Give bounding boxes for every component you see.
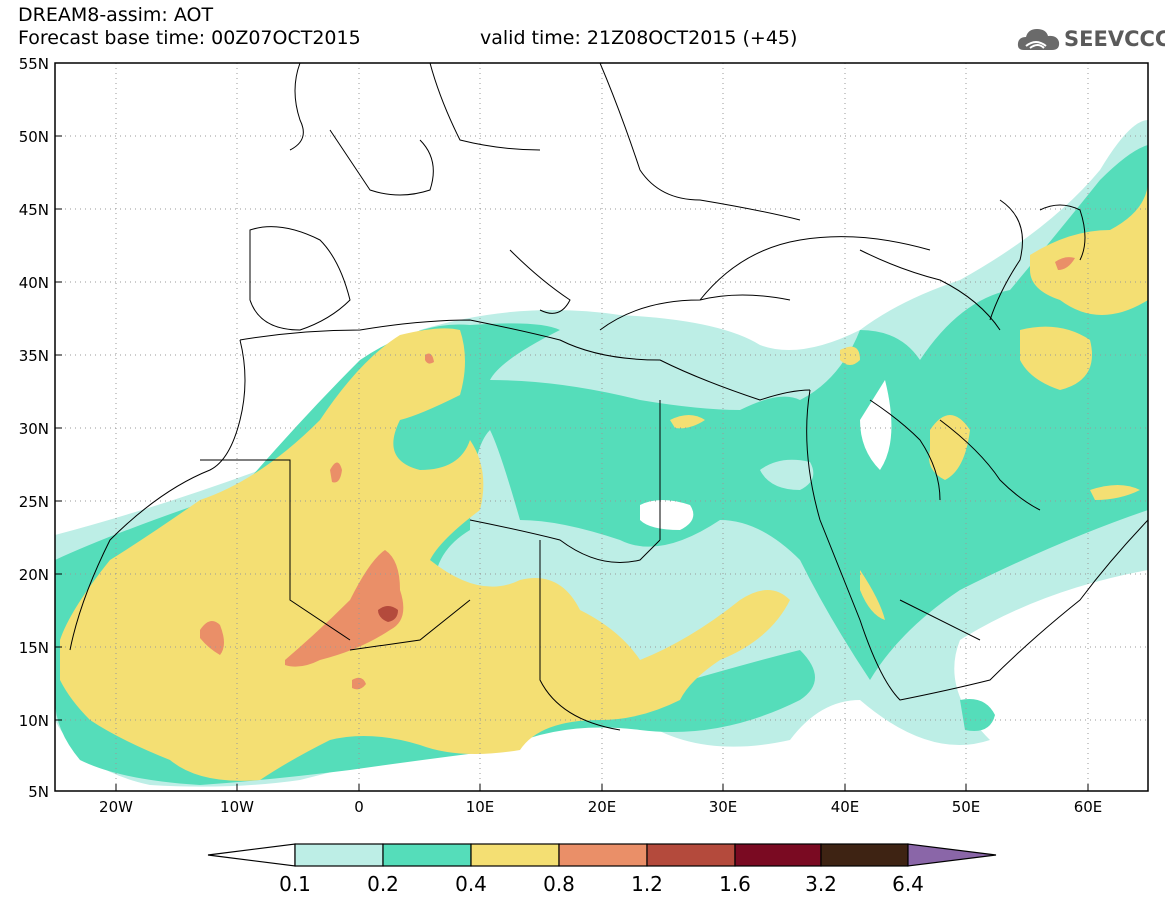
colorbar-label: 0.8 — [543, 872, 575, 896]
colorbar-label: 1.2 — [631, 872, 663, 896]
lon-label: 40E — [831, 798, 860, 816]
colorbar-segment — [382, 843, 472, 867]
colorbar-label: 1.6 — [719, 872, 751, 896]
lat-label: 55N — [19, 55, 49, 73]
colorbar-label: 0.4 — [455, 872, 487, 896]
colorbar-label: 0.2 — [367, 872, 399, 896]
lon-label: 60E — [1074, 798, 1103, 816]
map-title: DREAM8-assim: AOT — [18, 4, 214, 26]
lon-label: 30E — [709, 798, 738, 816]
lat-label: 15N — [19, 639, 49, 657]
colorbar-min-triangle — [207, 843, 296, 867]
coastlines — [69, 63, 1148, 731]
colorbar-segment — [646, 843, 736, 867]
lat-label: 20N — [19, 566, 49, 584]
base-time: Forecast base time: 00Z07OCT2015 — [18, 27, 361, 49]
colorbar-segment — [294, 843, 384, 867]
lat-labels: 55N 50N 45N 40N 35N 30N 25N 20N 15N 10N … — [19, 55, 49, 801]
colorbar-max-triangle — [907, 843, 997, 867]
lat-label: 25N — [19, 493, 49, 511]
colorbar-segment — [558, 843, 648, 867]
lon-label: 0 — [354, 798, 364, 816]
map-header: DREAM8-assim: AOT Forecast base time: 00… — [18, 4, 361, 50]
colorbar-label: 6.4 — [892, 872, 924, 896]
lat-label: 35N — [19, 347, 49, 365]
colorbar-segment — [734, 843, 822, 867]
cloud-icon — [1017, 29, 1060, 50]
lat-label: 5N — [28, 783, 49, 801]
seevccc-logo: SEEVCCC — [1016, 24, 1165, 56]
map-grid — [55, 63, 1148, 791]
lat-label: 50N — [19, 128, 49, 146]
axis-ticks — [55, 135, 1089, 791]
logo-text: SEEVCCC — [1064, 27, 1165, 51]
colorbar-segment — [470, 843, 560, 867]
lon-label: 10W — [220, 798, 254, 816]
valid-time: valid time: 21Z08OCT2015 (+45) — [480, 27, 798, 49]
colorbar-label: 0.1 — [279, 872, 311, 896]
lat-label: 45N — [19, 201, 49, 219]
lon-label: 10E — [466, 798, 495, 816]
lat-label: 10N — [19, 712, 49, 730]
colorbar: 0.1 0.2 0.4 0.8 1.2 1.6 3.2 6.4 — [207, 843, 997, 896]
lon-label: 20E — [588, 798, 617, 816]
lat-label: 40N — [19, 274, 49, 292]
colorbar-label: 3.2 — [805, 872, 837, 896]
lon-label: 50E — [952, 798, 981, 816]
lon-labels: 20W 10W 0 10E 20E 30E 40E 50E 60E — [99, 798, 1102, 816]
lat-label: 30N — [19, 420, 49, 438]
colorbar-segment — [820, 843, 909, 867]
lon-label: 20W — [99, 798, 133, 816]
